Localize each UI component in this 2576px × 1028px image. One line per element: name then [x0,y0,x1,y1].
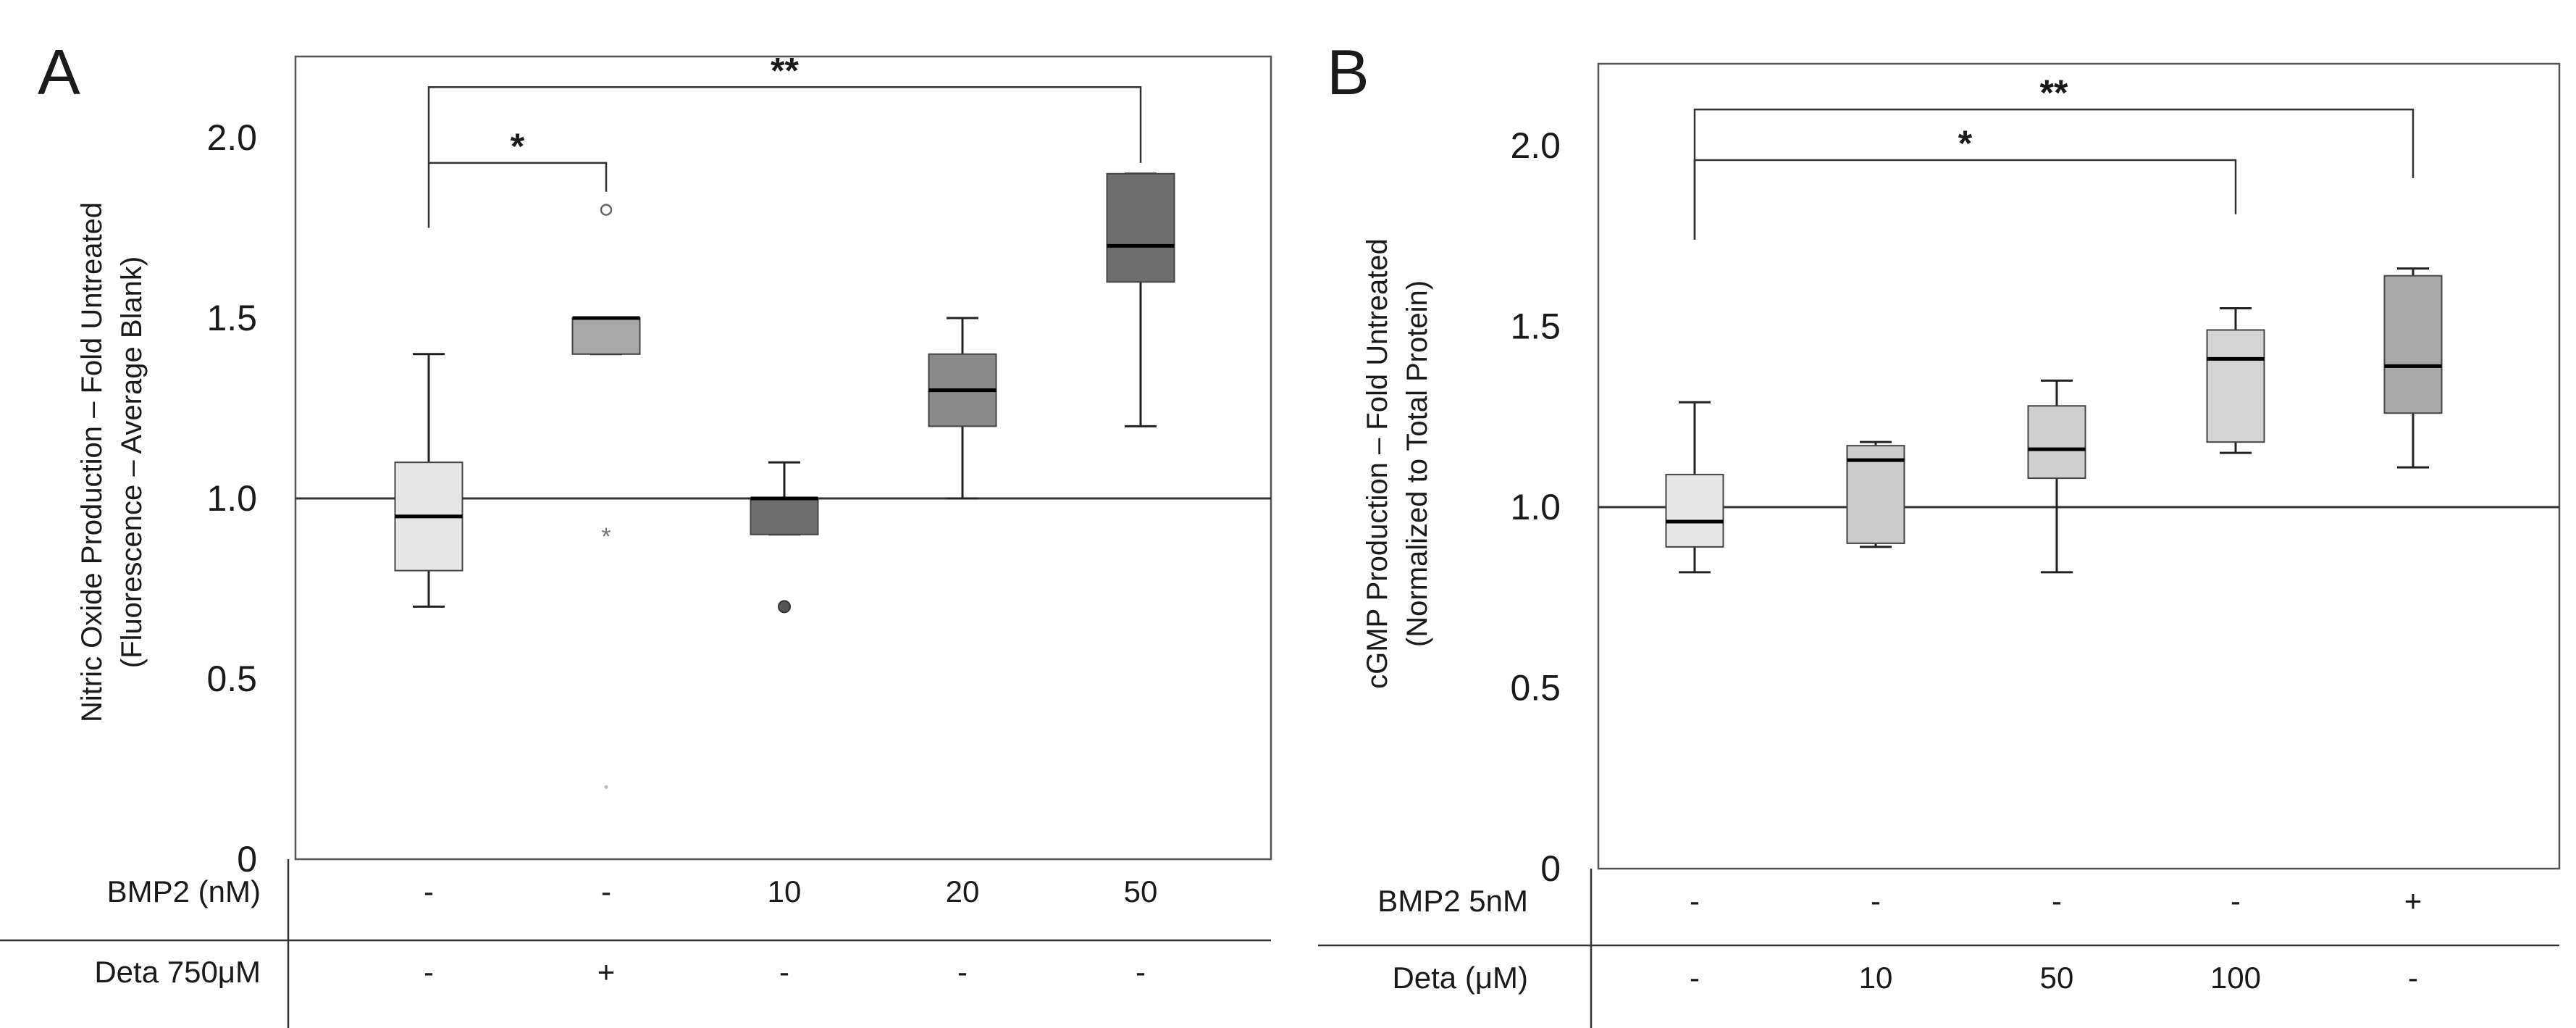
y-axis-label-line: (Normalized to Total Protein) [1401,280,1433,647]
condition-value: - [424,955,434,989]
y-axis-label-line: (Fluorescence – Average Blank) [116,256,148,668]
condition-value: 50 [2040,961,2074,995]
condition-value: 50 [1124,874,1158,908]
box [571,317,641,355]
box [2027,405,2086,480]
box [1106,172,1175,283]
y-tick-label: 1.5 [1510,306,1561,347]
outlier-point [600,204,613,216]
condition-value: - [779,955,789,989]
condition-value: - [1136,955,1146,989]
condition-value: - [1690,884,1700,918]
condition-value: + [2404,884,2422,918]
condition-value: - [424,874,434,908]
condition-value: - [601,874,611,908]
condition-value: - [1871,884,1881,918]
y-axis-label-line: Nitric Oxide Production – Fold Untreated [76,202,108,722]
outlier-point: * [601,523,611,551]
y-tick-label: 0.5 [1510,668,1561,709]
condition-row-label: Deta (μM) [1392,961,1528,995]
condition-value: 20 [946,874,980,908]
condition-value: + [597,955,616,989]
y-tick-label: 2.0 [1510,125,1561,166]
significance-label: ** [771,50,799,91]
y-axis-label-line: cGMP Production – Fold Untreated [1362,238,1393,689]
condition-value: 10 [1859,961,1893,995]
plot-frame-A [294,55,1272,861]
box [750,498,819,535]
plot-frame-B [1597,62,2561,870]
y-tick-label: 1.0 [1510,487,1561,527]
condition-value: 100 [2210,961,2261,995]
y-tick-label: 1.0 [206,478,257,519]
y-tick-label: 2.0 [206,117,257,158]
condition-row-label: BMP2 5nM [1377,884,1528,918]
outlier-point [778,600,791,614]
significance-label: * [1958,123,1973,164]
significance-bracket [1693,108,2415,240]
condition-value: 10 [768,874,802,908]
outlier-point [604,785,608,789]
significance-label: * [511,126,525,167]
y-tick-label: 0.5 [206,659,257,699]
condition-row-label: Deta 750μM [94,955,261,989]
box [2206,329,2265,443]
panel-label: A [38,36,80,108]
condition-row-label: BMP2 (nM) [107,874,261,908]
y-tick-label: 0 [237,839,257,879]
condition-value: - [2052,884,2062,918]
condition-value: - [2408,961,2418,995]
y-tick-label: 1.5 [206,298,257,338]
significance-label: ** [2040,72,2068,113]
significance-bracket [427,86,1142,163]
y-tick-label: 0 [1540,848,1561,889]
significance-bracket [427,162,608,228]
y-axis-label: Nitric Oxide Production – Fold Untreated… [76,202,148,722]
box [1665,474,1724,548]
condition-value: - [1690,961,1700,995]
panel-label: B [1327,36,1369,108]
condition-value: - [2231,884,2241,918]
y-axis-label: cGMP Production – Fold Untreated (Normali… [1362,238,1433,689]
condition-value: - [957,955,968,989]
significance-bracket [1693,159,2237,240]
box [2383,275,2443,414]
